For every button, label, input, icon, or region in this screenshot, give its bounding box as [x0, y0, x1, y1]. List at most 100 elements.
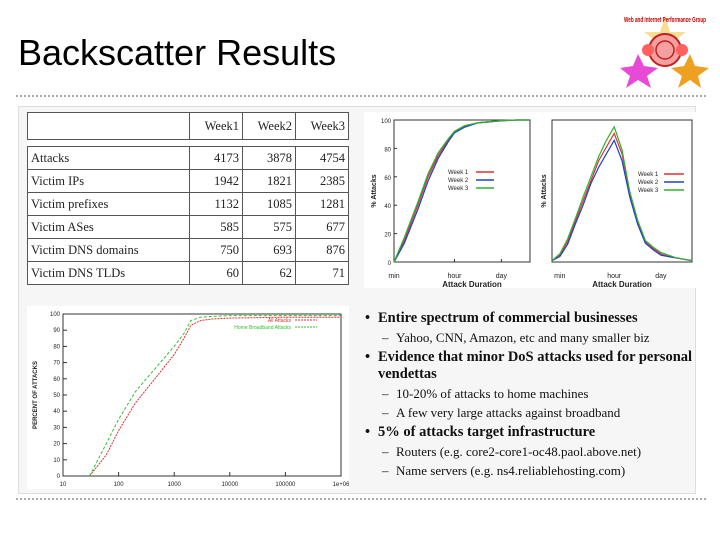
broadband-attacks-chart: 0 10 20 30 40 50 60 70 80 90 100 10 100 1000 10000 1000… — [27, 306, 349, 489]
series-line — [89, 316, 341, 477]
cell-value: 1085 — [242, 192, 296, 216]
table-header-blank — [27, 112, 190, 140]
x-tick-label: min — [388, 273, 399, 280]
table-row: Victim IPs 1942 1821 2385 — [27, 169, 349, 193]
y-tick-label: 60 — [53, 377, 60, 383]
bullet-item: Entire spectrum of commercial businesses — [362, 310, 697, 327]
cell-value: 1821 — [242, 169, 296, 193]
y-tick-label: 60 — [384, 176, 391, 182]
series-line — [89, 315, 341, 477]
sub-bullet-item: 10-20% of attacks to home machines — [362, 386, 697, 402]
row-label: Victim DNS TLDs — [27, 261, 190, 285]
y-tick-label: 100 — [381, 119, 392, 125]
series-line — [551, 125, 693, 262]
y-tick-label: 0 — [388, 261, 392, 267]
legend-label: Home Broadband Attacks — [234, 325, 291, 331]
y-axis-label: % Attacks — [541, 174, 548, 207]
bullet-list: Entire spectrum of commercial businesses… — [362, 310, 697, 482]
series-line — [393, 119, 530, 263]
plot-frame — [393, 119, 531, 263]
legend-label: Week 3 — [638, 188, 659, 194]
series-line — [551, 138, 693, 262]
x-axis-label: Attack Duration — [442, 280, 502, 288]
y-tick-label: 40 — [53, 409, 60, 415]
table-header: Week1 — [189, 112, 243, 140]
y-tick-label: 20 — [53, 442, 60, 448]
slide-title: Backscatter Results — [18, 32, 337, 73]
y-tick-label: 0 — [57, 474, 61, 480]
cell-value: 1942 — [189, 169, 243, 193]
cell-value: 2385 — [295, 169, 349, 193]
y-tick-label: 10 — [53, 458, 60, 464]
cell-value: 677 — [295, 215, 349, 239]
cell-value: 585 — [189, 215, 243, 239]
cell-value: 876 — [295, 238, 349, 262]
x-tick-label: hour — [447, 273, 462, 280]
plot-frame — [551, 119, 693, 263]
cell-value: 62 — [242, 261, 296, 285]
row-label: Victim IPs — [27, 169, 190, 193]
x-tick-label: 1000 — [168, 482, 182, 488]
cell-value: 71 — [295, 261, 349, 285]
x-tick-label: 10000 — [221, 482, 238, 488]
logo-text: Web and Internet Performance Group — [624, 17, 706, 24]
table-row: Victim DNS domains 750 693 876 — [27, 238, 349, 262]
row-label: Victim prefixes — [27, 192, 190, 216]
sub-bullet-item: A few very large attacks against broadba… — [362, 405, 697, 421]
row-label: Victim DNS domains — [27, 238, 190, 262]
table-row: Victim DNS TLDs 60 62 71 — [27, 261, 349, 285]
table-row: Victim ASes 585 575 677 — [27, 215, 349, 239]
x-tick-label: min — [554, 273, 565, 280]
y-tick-label: 50 — [53, 393, 60, 399]
x-tick-label: 1e+06 — [333, 482, 349, 488]
table-header-row: Week1 Week2 Week3 — [27, 112, 349, 140]
bullet-item: Evidence that minor DoS attacks used for… — [362, 349, 697, 383]
cell-value: 3878 — [242, 146, 296, 170]
legend-label: Week 2 — [448, 178, 469, 184]
x-tick-label: 100 — [114, 482, 125, 488]
cell-value: 1281 — [295, 192, 349, 216]
table-header: Week3 — [295, 112, 349, 140]
legend-label: Week 2 — [638, 180, 659, 186]
x-tick-label: day — [496, 273, 508, 280]
bullet-item: 5% of attacks target infrastructure — [362, 424, 697, 441]
x-tick-label: 100000 — [275, 482, 296, 488]
cell-value: 575 — [242, 215, 296, 239]
plot-frame — [62, 313, 342, 477]
attack-stats-table: Week1 Week2 Week3 Attacks 4173 3878 4754… — [27, 112, 349, 285]
cell-value: 693 — [242, 238, 296, 262]
y-tick-label: 40 — [384, 204, 391, 210]
sub-bullet-item: Name servers (e.g. ns4.reliablehosting.c… — [362, 463, 697, 479]
x-tick-label: day — [655, 273, 667, 280]
table-row: Attacks 4173 3878 4754 — [27, 146, 349, 170]
y-tick-label: 30 — [53, 425, 60, 431]
cell-value: 1132 — [189, 192, 243, 216]
cell-value: 4173 — [189, 146, 243, 170]
legend-label: Week 3 — [448, 186, 469, 192]
row-label: Attacks — [27, 146, 190, 170]
pdf-attack-duration-chart: min hour day Week 1 Week 2 Week 3 Attack Durat… — [538, 112, 698, 288]
x-tick-label: hour — [607, 273, 622, 280]
legend-label: Week 1 — [638, 172, 659, 178]
y-tick-label: 100 — [50, 312, 61, 318]
cell-value: 750 — [189, 238, 243, 262]
y-tick-label: 80 — [384, 147, 391, 153]
table-header: Week2 — [242, 112, 296, 140]
group-logo: Web and Internet Performance Group — [620, 16, 709, 88]
cell-value: 60 — [189, 261, 243, 285]
y-tick-label: 70 — [53, 361, 60, 367]
y-tick-label: 90 — [53, 328, 60, 334]
table-row: Victim prefixes 1132 1085 1281 — [27, 192, 349, 216]
y-tick-label: 20 — [384, 233, 391, 239]
cdf-attack-duration-chart: 0 20 40 60 80 100 min hour day Week 1 Week 2 Week 3… — [364, 112, 538, 288]
legend-label: All Attacks — [268, 318, 292, 324]
cell-value: 4754 — [295, 146, 349, 170]
sub-bullet-item: Routers (e.g. core2-core1-oc48.paol.abov… — [362, 444, 697, 460]
title-divider — [16, 95, 706, 97]
legend-label: Week 1 — [448, 170, 469, 176]
row-label: Victim ASes — [27, 215, 190, 239]
x-axis-label: Attack Duration — [592, 280, 652, 288]
footer-divider — [16, 498, 706, 500]
x-tick-label: 10 — [60, 482, 67, 488]
y-axis-label: PERCENT OF ATTACKS — [33, 361, 39, 429]
